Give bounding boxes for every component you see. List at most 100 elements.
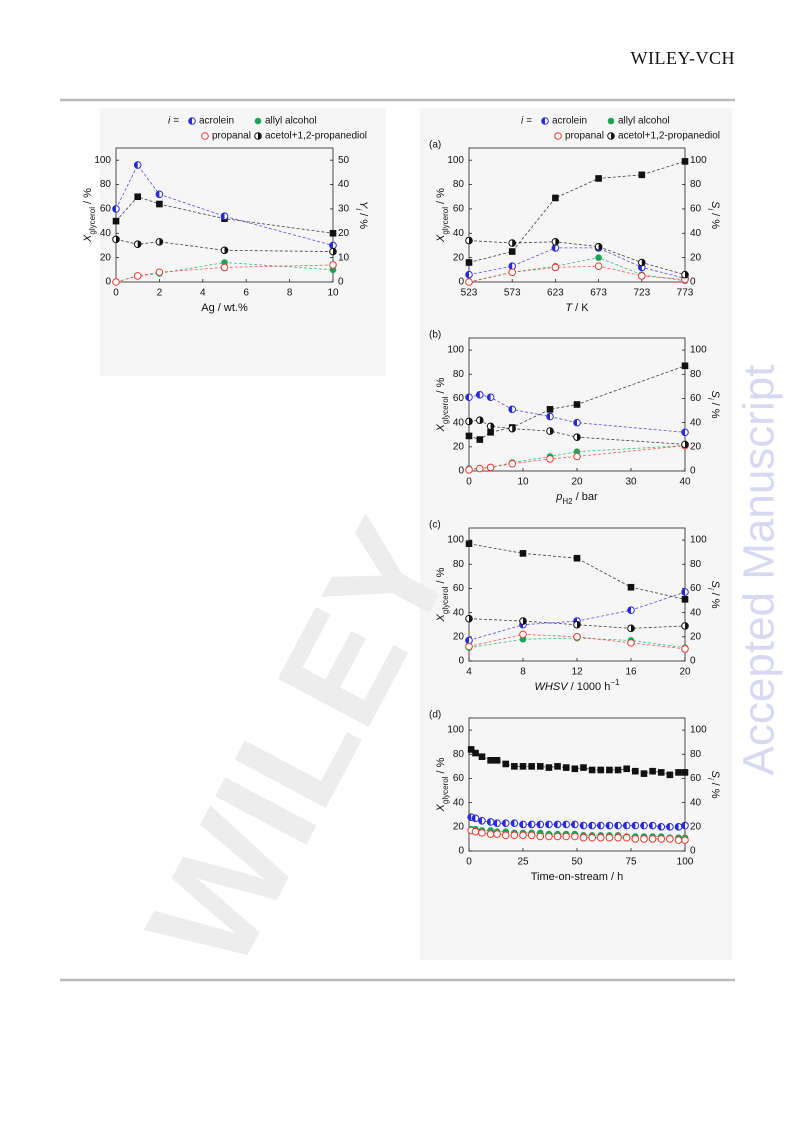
square-marker	[573, 401, 581, 408]
legend-entry: acrolein	[541, 116, 587, 127]
data-point	[486, 422, 495, 431]
circle-marker	[486, 830, 495, 838]
label-part: / 1000 h	[568, 681, 611, 693]
data-point	[478, 753, 486, 760]
label-part: / %	[709, 210, 721, 229]
data-point	[681, 821, 689, 830]
legend-swatch	[607, 132, 615, 140]
data-point	[465, 417, 473, 426]
data-point	[134, 193, 141, 201]
label-part: / %	[435, 757, 447, 776]
circle-marker	[554, 132, 562, 140]
half-fill	[224, 247, 228, 254]
x-tick-label: 20	[571, 477, 583, 488]
half-fill	[681, 429, 685, 436]
data-point	[508, 459, 517, 468]
circle-marker	[201, 132, 209, 140]
half-fill	[472, 815, 476, 822]
half-fill	[577, 621, 581, 629]
data-point	[487, 429, 494, 436]
square-marker	[573, 554, 581, 562]
data-point	[681, 270, 689, 279]
data-point	[329, 247, 337, 256]
x-tick-label: 673	[590, 288, 607, 299]
y-tick-label: 100	[447, 725, 464, 736]
data-point	[546, 455, 554, 463]
circle-marker	[614, 833, 622, 842]
square-marker	[681, 362, 689, 370]
y-tick-label: 20	[453, 821, 465, 832]
y2-tick-label: 0	[690, 846, 696, 857]
label-part: / %	[435, 567, 447, 586]
circle-marker	[465, 465, 473, 474]
figure-panel-left	[100, 108, 386, 376]
circle-marker	[674, 836, 683, 844]
label-part: / %	[82, 188, 94, 207]
circle-marker	[508, 459, 517, 468]
trend-line	[468, 247, 686, 279]
half-fill	[487, 818, 491, 826]
data-point	[493, 757, 501, 764]
plot-frame	[115, 147, 334, 283]
legend-swatch	[554, 132, 562, 140]
label-part: glycerol	[441, 207, 450, 235]
label-part: −1	[610, 678, 620, 687]
half-fill	[512, 239, 516, 247]
square-marker	[554, 763, 561, 770]
data-point	[681, 596, 689, 603]
circle-marker	[501, 831, 510, 840]
label-part: H2	[562, 497, 573, 506]
data-point	[552, 194, 559, 202]
half-fill	[476, 391, 480, 399]
y-tick-label: 0	[458, 656, 464, 667]
square-marker	[528, 763, 535, 770]
circle-marker	[465, 278, 473, 286]
data-point	[554, 763, 561, 770]
data-point	[614, 833, 622, 842]
y-tick-label: 60	[453, 583, 465, 594]
y2-tick-label: 30	[338, 204, 350, 215]
trend-line	[115, 264, 334, 283]
half-fill	[649, 822, 653, 829]
half-fill	[571, 821, 575, 828]
data-point	[640, 770, 648, 777]
square-marker	[681, 769, 689, 776]
data-point	[640, 835, 648, 843]
legend-entry: acetol+1,2-propanediol	[607, 131, 720, 142]
data-point	[594, 242, 603, 251]
data-point	[588, 766, 596, 774]
circle-marker	[112, 278, 120, 286]
y2-axis-label: Si / %	[706, 580, 721, 608]
label-part: X	[435, 423, 447, 432]
y2-axis-label: Si / %	[706, 770, 721, 798]
circle-marker	[627, 639, 635, 647]
x-tick-label: 723	[633, 288, 650, 299]
data-point	[657, 769, 665, 776]
legend-label: acetol+1,2-propanediol	[265, 131, 367, 142]
square-marker	[681, 158, 689, 165]
data-point	[133, 240, 142, 249]
data-point	[675, 769, 682, 776]
square-marker	[465, 259, 473, 266]
half-fill	[685, 271, 689, 278]
circle-marker	[536, 832, 545, 841]
square-marker	[519, 550, 527, 557]
square-marker	[112, 217, 120, 225]
legend-entry: propanal	[201, 131, 251, 142]
half-fill	[465, 637, 469, 644]
circle-marker	[596, 833, 605, 842]
half-fill	[467, 813, 472, 821]
half-fill	[598, 243, 602, 250]
data-point	[502, 760, 510, 768]
half-fill	[159, 238, 163, 246]
data-point	[465, 642, 473, 651]
circle-marker	[546, 455, 554, 463]
trend-line	[468, 265, 686, 283]
data-point	[674, 836, 683, 844]
circle-marker	[648, 835, 657, 843]
half-fill	[552, 244, 556, 252]
half-fill	[508, 262, 513, 270]
legend-label: allyl alcohol	[618, 116, 670, 127]
square-marker	[467, 746, 475, 753]
